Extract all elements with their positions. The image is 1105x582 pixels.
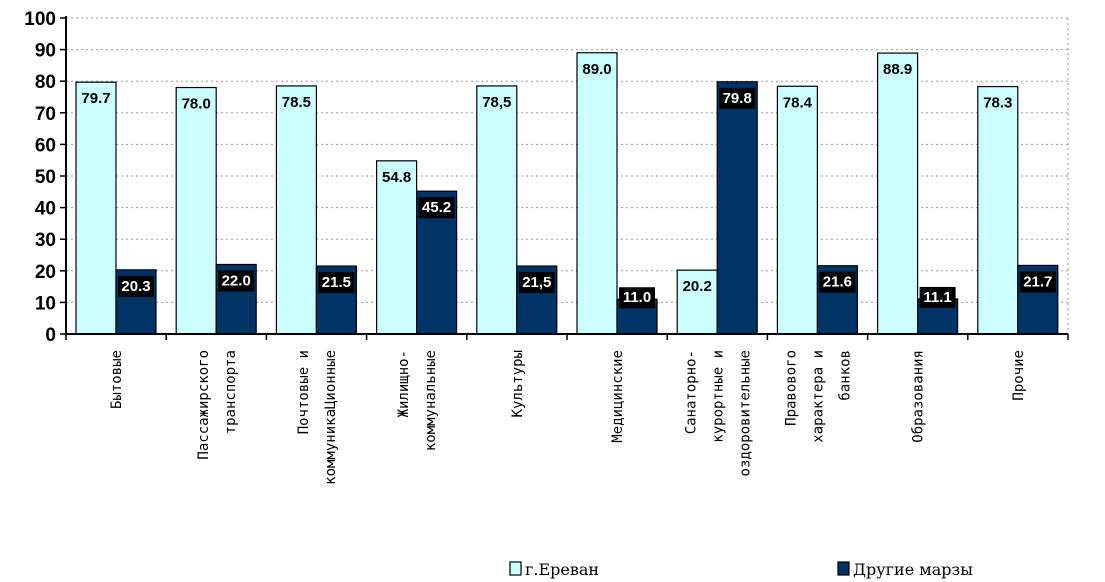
y-tick-label: 20 <box>35 262 56 283</box>
bar-yerevan <box>376 160 418 335</box>
x-tick-label: Санаторно- <box>683 350 699 434</box>
legend-label: г.Ереван <box>525 560 599 579</box>
y-tick-label: 70 <box>35 104 56 125</box>
data-label: 54.8 <box>382 169 411 186</box>
data-label: 11.1 <box>923 289 951 306</box>
data-label-bg <box>218 270 255 292</box>
x-tick-label: Пассажирского <box>196 350 212 460</box>
y-tick-label: 90 <box>35 41 56 62</box>
bar-yerevan <box>876 52 919 335</box>
y-tick-label: 80 <box>35 72 56 93</box>
data-label: 21,5 <box>522 274 551 291</box>
data-label: 89.0 <box>582 61 611 78</box>
x-tick-label: банков <box>838 350 854 401</box>
y-tick-label: 40 <box>35 199 56 220</box>
x-tick-label: оздоровительные <box>737 350 753 476</box>
legend-swatch <box>509 561 522 576</box>
x-tick-label: Образования <box>911 350 927 443</box>
y-tick-label: 100 <box>24 9 56 30</box>
data-label: 78.5 <box>282 94 311 111</box>
data-label: 20.2 <box>683 278 712 295</box>
bar-yerevan <box>776 85 819 335</box>
legend-label: Другие марзы <box>853 560 973 579</box>
x-tick-label: Правового <box>784 350 800 426</box>
bar-yerevan <box>576 52 618 335</box>
x-tick-label: Бытовые <box>109 350 125 409</box>
data-label-bg <box>418 197 455 219</box>
x-tick-label: Культуры <box>510 350 526 417</box>
data-label: 21.7 <box>1023 273 1052 290</box>
x-tick-label: Медицинские <box>610 350 626 443</box>
data-label: 20.3 <box>121 278 150 295</box>
data-label: 88.9 <box>883 61 912 78</box>
data-label-bg <box>1019 271 1056 293</box>
data-label: 45.2 <box>422 199 451 216</box>
data-label-bg <box>819 271 856 293</box>
data-label-bg <box>318 272 355 294</box>
bar-yerevan <box>175 86 217 335</box>
x-tick-label: коммуникаЦионные <box>323 350 339 485</box>
bar-yerevan <box>476 85 518 335</box>
data-label: 78.0 <box>182 96 211 113</box>
data-label: 11.0 <box>623 289 651 306</box>
data-label: 79.8 <box>723 90 752 107</box>
x-tick-label: Жилищно- <box>396 350 412 417</box>
x-tick-label: транспорта <box>223 350 239 434</box>
bar-yerevan <box>75 81 117 335</box>
data-label-bg <box>719 87 756 109</box>
legend-swatch <box>837 561 850 576</box>
y-tick-label: 50 <box>35 167 56 188</box>
data-label-bg <box>118 275 154 297</box>
data-label: 78.3 <box>983 95 1012 112</box>
data-label-bg <box>919 286 956 308</box>
data-label-bg <box>518 272 555 294</box>
data-label: 21.5 <box>322 274 351 291</box>
bar-yerevan <box>676 269 718 335</box>
x-tick-label: Почтовые и <box>296 350 312 434</box>
y-tick-label: 30 <box>35 230 56 251</box>
data-label: 79.7 <box>81 90 110 107</box>
x-tick-label: Прочие <box>1011 350 1027 401</box>
y-tick-label: 10 <box>35 293 56 314</box>
data-label: 22.0 <box>222 272 251 289</box>
bar-yerevan <box>275 85 317 335</box>
bar-yerevan <box>977 85 1019 335</box>
x-tick-label: характера и <box>811 350 827 443</box>
data-label: 78.4 <box>783 94 813 111</box>
x-tick-label: коммунальные <box>423 350 439 451</box>
data-label-bg <box>619 287 655 309</box>
bar-other-marzes <box>716 81 758 335</box>
y-tick-label: 60 <box>35 135 56 156</box>
y-tick-label: 0 <box>45 325 56 346</box>
data-label: 78,5 <box>482 94 511 111</box>
data-label: 21.6 <box>823 274 852 291</box>
x-tick-label: курортные и <box>710 350 726 443</box>
